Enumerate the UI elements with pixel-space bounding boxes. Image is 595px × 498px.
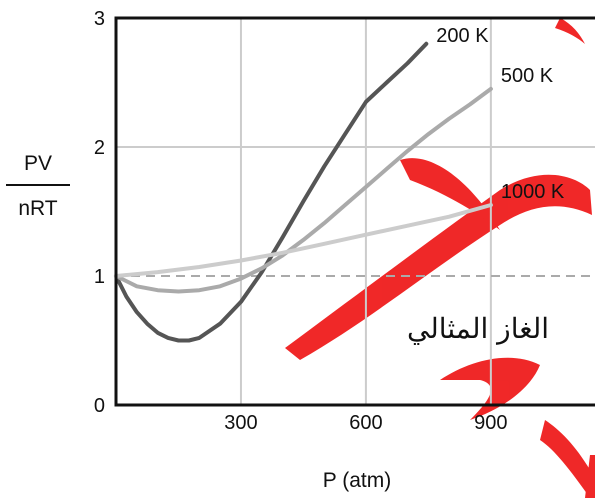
y-axis-title-denominator: nRT <box>18 197 57 220</box>
series-label-200k: 200 K <box>436 25 489 47</box>
series-label-500k: 500 K <box>501 65 554 87</box>
y-tick-label-2: 2 <box>94 137 105 159</box>
series-line-200k <box>114 41 429 343</box>
watermark-stroke-bottom <box>440 357 540 420</box>
series-lines <box>114 41 493 343</box>
y-tick-label-3: 3 <box>94 8 105 30</box>
x-axis-title: P (atm) <box>323 469 391 492</box>
series-label-1000k: 1000 K <box>501 181 565 203</box>
y-tick-labels: 0 1 2 3 <box>94 8 105 417</box>
series-line-500k <box>114 86 493 294</box>
plot-frame <box>114 16 595 407</box>
x-tick-labels: 300 600 900 <box>224 412 507 434</box>
ideal-gas-annotation: الغاز المثالي <box>407 312 549 345</box>
y-tick-label-1: 1 <box>94 266 105 288</box>
watermark-stroke-top <box>555 18 585 44</box>
x-tick-label-900: 900 <box>474 412 507 434</box>
watermark-logo <box>285 18 595 498</box>
series-line-1000k <box>114 203 493 278</box>
watermark-stroke-foot <box>585 455 595 498</box>
watermark-stroke-tail <box>540 420 590 495</box>
watermark-stroke-main <box>285 174 592 360</box>
x-tick-label-600: 600 <box>349 412 382 434</box>
watermark-stroke-mid <box>400 158 500 230</box>
y-axis-title-numerator: PV <box>24 152 52 175</box>
y-tick-label-0: 0 <box>94 395 105 417</box>
series-labels: 200 K 500 K 1000 K <box>436 25 565 203</box>
grid-lines <box>116 18 595 405</box>
x-tick-label-300: 300 <box>224 412 257 434</box>
